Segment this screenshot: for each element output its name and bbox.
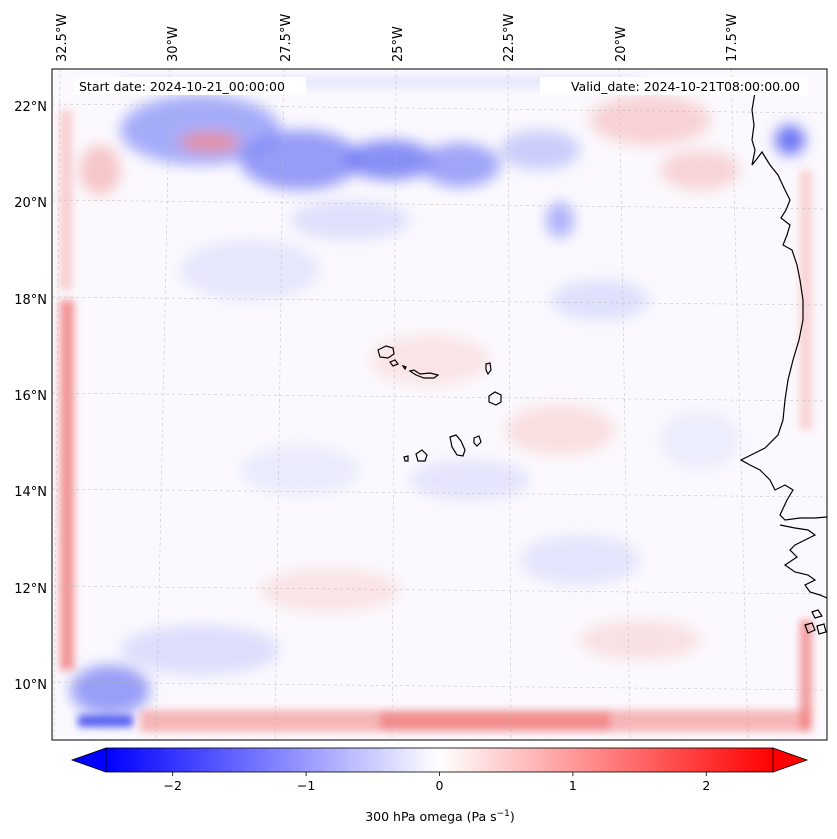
start-date-label: Start date: 2024-10-21_00:00:00	[79, 79, 285, 94]
lat-tick-label: 20°N	[14, 196, 47, 211]
island-brava	[403, 455, 409, 462]
bissau-islands	[804, 609, 827, 635]
lon-tick-label: 22.5°W	[502, 14, 517, 62]
lon-tick-label: 20°W	[614, 26, 629, 62]
colorbar-extend-high	[772, 747, 809, 773]
colorbar-ticks: −2 −1 0 1 2	[163, 772, 710, 793]
colorbar-tick-label: 2	[702, 778, 710, 793]
island-maio	[473, 435, 482, 447]
graticule	[51, 68, 828, 741]
omega-field	[60, 76, 812, 732]
lat-tick-label: 22°N	[14, 100, 47, 115]
lat-tick-label: 10°N	[14, 678, 47, 693]
latitude-labels: 22°N 20°N 18°N 16°N 14°N 12°N 10°N	[14, 100, 47, 693]
coastlines	[377, 84, 828, 635]
map-panel: Start date: 2024-10-21_00:00:00 Valid_da…	[51, 68, 828, 741]
lat-tick-label: 12°N	[14, 582, 47, 597]
africa-coastline-south	[779, 524, 828, 599]
colorbar-gradient	[105, 747, 774, 773]
colorbar-tick-label: −1	[297, 778, 315, 793]
africa-coastline	[739, 84, 828, 521]
colorbar-extend-low	[70, 747, 107, 773]
colorbar-tick-label: −2	[163, 778, 181, 793]
island-santo-antao	[377, 345, 395, 359]
island-boa-vista	[488, 391, 502, 406]
valid-date-box	[540, 77, 808, 95]
map-frame	[51, 68, 828, 741]
island-santiago	[449, 434, 466, 457]
start-date-box	[74, 77, 306, 95]
colorbar: −2 −1 0 1 2 300 hPa omega (Pa s−1)	[70, 747, 809, 824]
lat-tick-label: 14°N	[14, 485, 47, 500]
island-santa-luzia	[401, 364, 407, 371]
colorbar-tick-label: 1	[569, 778, 577, 793]
longitude-labels: 32.5°W 30°W 27.5°W 25°W 22.5°W 20°W 17.5…	[55, 14, 740, 62]
lon-tick-label: 17.5°W	[725, 14, 740, 62]
valid-date-label: Valid_date: 2024-10-21T08:00:00.00	[571, 79, 800, 94]
island-sao-vicente	[389, 359, 399, 367]
lon-tick-label: 27.5°W	[279, 14, 294, 62]
island-fogo	[415, 449, 428, 462]
lat-tick-label: 18°N	[14, 293, 47, 308]
lon-tick-label: 30°W	[166, 26, 181, 62]
lat-tick-label: 16°N	[14, 389, 47, 404]
colorbar-label: 300 hPa omega (Pa s−1)	[365, 809, 515, 824]
colorbar-tick-label: 0	[436, 778, 444, 793]
omega-field-interior	[70, 95, 805, 715]
island-sal	[485, 362, 492, 376]
lon-tick-label: 32.5°W	[55, 14, 70, 62]
lon-tick-label: 25°W	[391, 26, 406, 62]
island-sao-nicolau	[408, 369, 440, 379]
